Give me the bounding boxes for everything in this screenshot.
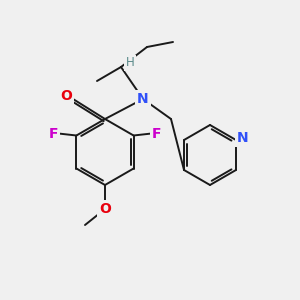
Text: N: N bbox=[137, 92, 149, 106]
Text: O: O bbox=[99, 202, 111, 216]
Text: H: H bbox=[126, 56, 134, 70]
Text: F: F bbox=[49, 127, 58, 140]
Text: N: N bbox=[237, 131, 249, 145]
Text: F: F bbox=[152, 127, 161, 140]
Text: O: O bbox=[60, 89, 72, 103]
